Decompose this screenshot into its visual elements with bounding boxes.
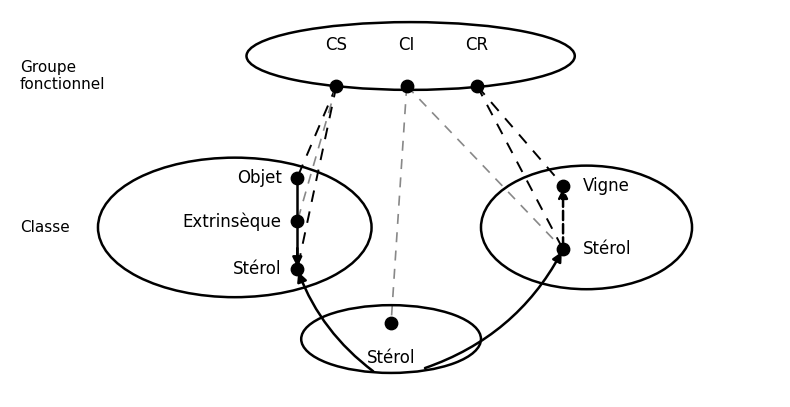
- Point: [471, 83, 483, 89]
- Text: Extrinsèque: Extrinsèque: [182, 212, 282, 231]
- Text: Stérol: Stérol: [233, 260, 282, 278]
- Point: [401, 83, 413, 89]
- Point: [291, 174, 303, 181]
- Point: [330, 83, 343, 89]
- Text: Classe: Classe: [20, 220, 70, 235]
- Text: CS: CS: [325, 36, 348, 54]
- Text: Vigne: Vigne: [582, 177, 630, 195]
- Point: [557, 246, 570, 253]
- Text: Groupe
fonctionnel: Groupe fonctionnel: [20, 60, 105, 92]
- Point: [291, 266, 303, 273]
- Point: [385, 320, 397, 326]
- Text: Stérol: Stérol: [582, 241, 631, 258]
- Text: Objet: Objet: [237, 168, 282, 186]
- Text: CI: CI: [398, 36, 415, 54]
- Point: [291, 218, 303, 225]
- Text: CR: CR: [465, 36, 489, 54]
- Text: Stérol: Stérol: [367, 349, 416, 367]
- Point: [557, 182, 570, 189]
